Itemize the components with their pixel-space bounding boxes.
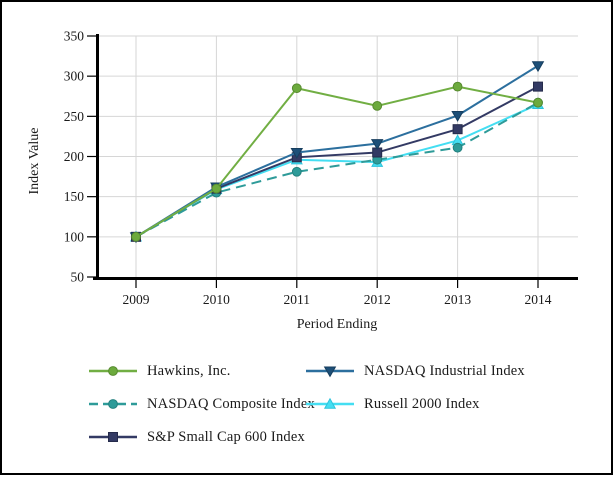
series-hawkins-inc <box>131 81 543 242</box>
series-nasdaq-industrial-index <box>129 61 545 244</box>
y-tick-label: 100 <box>64 229 85 244</box>
y-tick-label: 350 <box>64 29 85 44</box>
x-tick-label: 2011 <box>284 292 311 307</box>
performance-line-chart: 50 100 150 200 250 300 350 2009 2010 2011 2012 2013… <box>27 29 578 332</box>
y-tick-label: 200 <box>64 149 85 164</box>
legend-label-russell-2000: Russell 2000 Index <box>364 395 480 412</box>
series-russell-2000-index <box>129 98 545 242</box>
tick-labels: 50 100 150 200 250 300 350 2009 2010 2011 2012 2013… <box>64 29 552 308</box>
legend-marker-hawkins-icon <box>88 364 138 378</box>
x-tick-label: 2012 <box>364 292 391 307</box>
y-tick-label: 250 <box>64 109 85 124</box>
legend-label-sp-small-cap-600: S&P Small Cap 600 Index <box>147 428 305 445</box>
legend-marker-nasdaq-industrial-icon <box>305 364 355 378</box>
x-tick-label: 2013 <box>444 292 471 307</box>
series-line-nasdaq-composite-index <box>135 101 539 238</box>
y-tick-label: 150 <box>64 189 85 204</box>
series-line-hawkins-inc <box>135 85 539 238</box>
series-line-russell-2000-index <box>135 103 539 238</box>
x-tick-label: 2010 <box>203 292 230 307</box>
legend-item-nasdaq-industrial: NASDAQ Industrial Index <box>305 361 525 381</box>
legend-item-hawkins: Hawkins, Inc. <box>88 361 305 381</box>
legend-marker-russell-2000-icon <box>305 397 355 411</box>
chart-legend: Hawkins, Inc. NASDAQ Industrial Index NA… <box>88 361 525 447</box>
gridlines <box>98 35 578 277</box>
x-tick-label: 2009 <box>123 292 150 307</box>
legend-marker-nasdaq-composite-icon <box>88 397 138 411</box>
legend-item-sp-small-cap-600: S&P Small Cap 600 Index <box>88 427 305 447</box>
legend-item-russell-2000: Russell 2000 Index <box>305 394 525 414</box>
legend-label-hawkins: Hawkins, Inc. <box>147 362 231 379</box>
legend-label-nasdaq-composite: NASDAQ Composite Index <box>147 395 315 412</box>
legend-label-nasdaq-industrial: NASDAQ Industrial Index <box>364 362 525 379</box>
y-tick-label: 300 <box>64 69 85 84</box>
y-axis-title: Index Value <box>27 128 42 195</box>
series-nasdaq-composite-index <box>131 97 543 242</box>
x-tick-label: 2014 <box>525 292 552 307</box>
series-line-nasdaq-industrial-index <box>135 64 539 238</box>
y-tick-label: 50 <box>71 270 85 285</box>
axes <box>87 34 578 288</box>
chart-area: 50 100 150 200 250 300 350 2009 2010 2011 2012 2013… <box>27 29 578 332</box>
legend-marker-sp-small-cap-600-icon <box>88 430 138 444</box>
series <box>129 61 545 244</box>
legend-item-nasdaq-composite: NASDAQ Composite Index <box>88 394 315 414</box>
x-axis-title: Period Ending <box>297 317 378 332</box>
